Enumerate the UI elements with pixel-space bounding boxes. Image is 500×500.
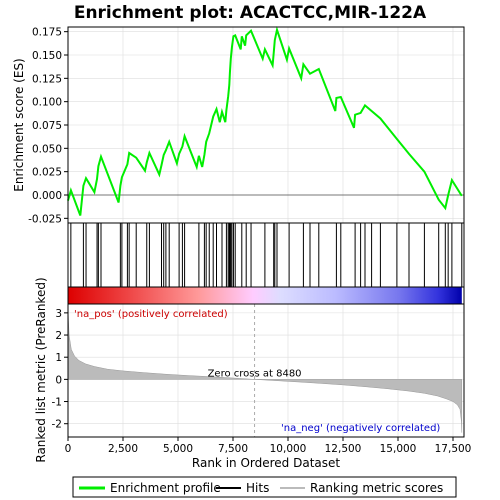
es-y-tick-label: 0.000 xyxy=(32,190,62,202)
metric-area xyxy=(67,308,463,433)
x-tick-label: 7,500 xyxy=(218,443,248,455)
legend: Enrichment profile Hits Ranking metric s… xyxy=(72,476,457,498)
x-axis-label: Rank in Ordered Dataset xyxy=(192,456,340,470)
x-tick-label: 0 xyxy=(65,443,72,455)
metric-panel: Zero cross at 8480 'na_pos' (positively … xyxy=(52,303,465,438)
es-y-tick-label: 0.150 xyxy=(32,50,62,62)
es-y-axis-label: Enrichment score (ES) xyxy=(12,58,26,191)
x-tick-label: 5,000 xyxy=(163,443,193,455)
es-panel: -0.025 0.000 0.025 0.050 0.075 0.100 0.125 0.15… xyxy=(28,25,465,225)
es-y-tick-label: 0.100 xyxy=(32,97,62,109)
chart-title: Enrichment plot: ACACTCC,MIR-122A xyxy=(74,3,427,23)
es-y-ticks: -0.025 0.000 0.025 0.050 0.075 0.100 0.125 0.15… xyxy=(28,27,68,225)
es-line xyxy=(67,25,463,216)
metric-y-tick-label: 2 xyxy=(55,330,62,342)
metric-y-ticks: -2 -1 0 1 2 3 xyxy=(52,308,68,431)
hits-panel xyxy=(67,222,465,288)
x-ticks: 0 2,500 5,000 7,500 10,000 12,500 15,000 17,500 xyxy=(65,437,472,455)
metric-y-tick-label: 3 xyxy=(55,308,62,320)
x-tick-label: 15,000 xyxy=(380,443,417,455)
legend-label-enrichment: Enrichment profile xyxy=(110,481,221,495)
x-tick-label: 2,500 xyxy=(108,443,138,455)
x-tick-label: 10,000 xyxy=(270,443,307,455)
zero-cross-label: Zero cross at 8480 xyxy=(208,368,302,379)
metric-frame xyxy=(67,303,465,438)
hits-group xyxy=(70,223,463,287)
metric-y-tick-label: 1 xyxy=(55,352,62,364)
es-y-tick-label: 0.175 xyxy=(32,27,62,39)
neg-corr-label: 'na_neg' (negatively correlated) xyxy=(281,423,440,434)
color-bar-rect xyxy=(68,287,462,304)
metric-y-tick-label: -1 xyxy=(52,397,62,409)
metric-y-tick-label: -2 xyxy=(52,419,62,431)
metric-y-axis-label: Ranked list metric (PreRanked) xyxy=(34,277,48,462)
es-y-tick-label: 0.025 xyxy=(32,167,62,179)
legend-label-metric: Ranking metric scores xyxy=(310,481,443,495)
metric-y-tick-label: 0 xyxy=(55,374,62,386)
legend-label-hits: Hits xyxy=(246,481,269,495)
pos-corr-label: 'na_pos' (positively correlated) xyxy=(74,309,228,320)
rank-color-bar xyxy=(67,286,465,305)
x-tick-label: 12,500 xyxy=(325,443,362,455)
es-y-tick-label: -0.025 xyxy=(28,213,62,225)
es-y-tick-label: 0.050 xyxy=(32,143,62,155)
es-y-tick-label: 0.075 xyxy=(32,120,62,132)
x-tick-label: 17,500 xyxy=(435,443,472,455)
es-y-tick-label: 0.125 xyxy=(32,73,62,85)
legend-frame xyxy=(72,476,457,498)
